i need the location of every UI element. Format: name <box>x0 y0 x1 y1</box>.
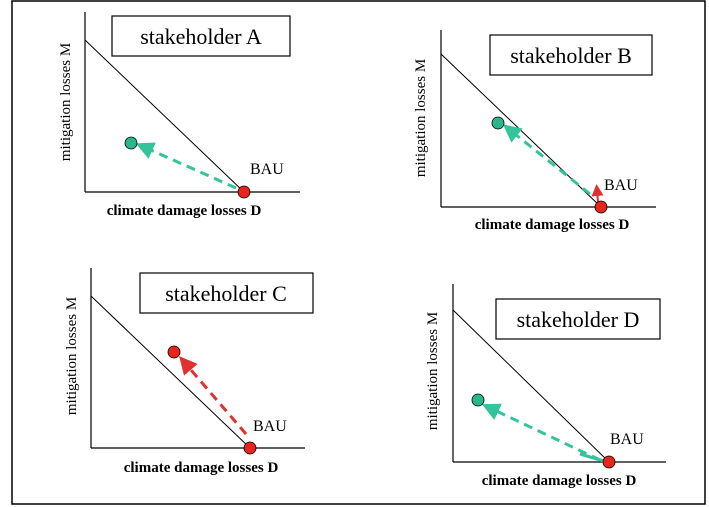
bau-marker <box>243 441 257 455</box>
shift-arrow-head <box>579 452 608 464</box>
bau-label: BAU <box>253 418 287 435</box>
bau-marker <box>602 455 616 469</box>
new-position-marker <box>491 116 505 130</box>
y-axis-label: mitigation losses M <box>58 43 74 161</box>
bau-label: BAU <box>250 161 284 178</box>
tradeoff-line <box>90 295 251 449</box>
shift-arrow <box>481 403 601 462</box>
title-box <box>495 298 661 340</box>
bau-marker <box>594 200 608 214</box>
panel-stakeholder-b: stakeholder B mitigation losses M climat… <box>413 30 656 233</box>
shift-arrow <box>135 142 237 190</box>
y-axis-label: mitigation losses M <box>413 59 429 177</box>
x-axis-label: climate damage losses D <box>475 217 630 233</box>
panel-title: stakeholder B <box>510 43 632 68</box>
outer-frame <box>11 0 706 505</box>
title-box <box>139 272 314 314</box>
x-axis-label: climate damage losses D <box>124 460 279 476</box>
y-axis-label: mitigation losses M <box>64 297 80 415</box>
new-position-marker <box>471 393 485 407</box>
bau-marker <box>237 185 251 199</box>
shift-arrow <box>179 356 248 435</box>
shift-arrow <box>502 124 591 196</box>
title-box <box>489 34 653 76</box>
x-axis-label: climate damage losses D <box>482 473 637 489</box>
panel-title: stakeholder D <box>517 307 640 332</box>
bau-label: BAU <box>604 177 638 194</box>
y-axis-label: mitigation losses M <box>425 312 441 430</box>
panel-title: stakeholder C <box>165 281 287 306</box>
new-position-marker <box>167 345 181 359</box>
bau-label: BAU <box>610 431 644 448</box>
panel-stakeholder-c: stakeholder C mitigation losses M climat… <box>64 268 314 476</box>
panel-stakeholder-a: stakeholder A mitigation losses M climat… <box>58 12 300 219</box>
title-box <box>111 15 291 57</box>
tradeoff-line <box>452 309 610 463</box>
new-position-marker <box>124 136 138 150</box>
x-axis-label: climate damage losses D <box>107 203 262 219</box>
panel-stakeholder-d: stakeholder D mitigation losses M climat… <box>425 284 666 489</box>
shift-arrow-red <box>591 184 604 203</box>
panel-title: stakeholder A <box>140 24 262 49</box>
tradeoff-line <box>84 39 245 193</box>
